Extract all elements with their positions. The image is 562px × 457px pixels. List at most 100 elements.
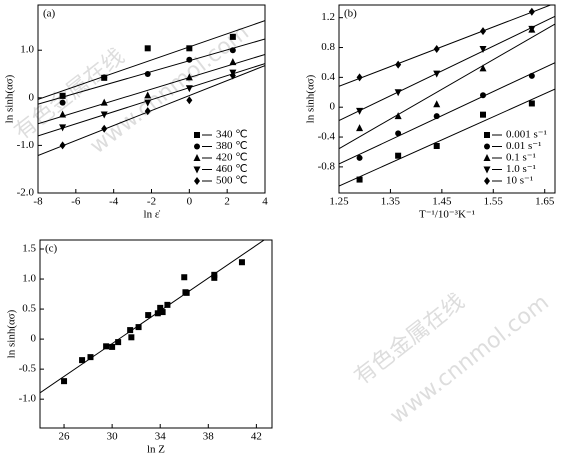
point [157,304,164,311]
x-tick-label: -4 [109,196,119,208]
y-tick-label: -1.0 [17,139,35,151]
x-tick-label: 1.35 [381,196,401,208]
point [211,274,218,281]
point [186,45,193,52]
x-tick-label: 1.65 [535,196,555,208]
x-tick-label: 4 [262,196,268,208]
y-axis-label: ln sinh(ασ) [305,74,317,123]
fit-line [40,240,265,394]
y-tick-label: 0.8 [321,41,335,53]
legend-label: 0.1 s⁻¹ [506,152,536,164]
legend-item: 0.01 s⁻¹ [492,140,541,152]
fit-line [339,23,555,150]
point [483,166,491,174]
point [395,130,402,137]
fit-line [339,5,552,87]
fit-line [38,63,265,137]
point [193,154,201,161]
point [61,378,68,385]
y-tick-label: -1.0 [19,393,37,405]
point [484,132,490,138]
x-tick-label: 26 [59,431,71,443]
x-tick-label: 1.45 [432,196,452,208]
y-tick-label: 1.0 [20,44,34,56]
fit-line [339,62,555,165]
point [127,327,134,334]
x-tick-label: -2 [147,196,156,208]
point [164,301,171,308]
legend-item: 380 ℃ [202,140,248,152]
legend-item: 10 s⁻¹ [492,175,533,187]
x-tick-label: 38 [203,431,215,443]
x-tick-label: -6 [71,196,81,208]
y-tick-label: -0.5 [19,363,37,375]
y-tick-label: -0.4 [318,131,336,143]
point [159,309,166,316]
point [479,64,487,72]
point [356,124,364,132]
point [193,166,201,174]
x-axis-label: ln Z [147,444,165,456]
legend-label: 1.0 s⁻¹ [506,163,536,175]
x-tick-label: 2 [224,196,230,208]
legend-item: 500 ℃ [202,175,248,187]
y-tick-label: 1.2 [321,11,335,23]
watermark: www.cnnmol.com [386,290,554,429]
plot-frame [338,4,556,194]
fit-line [38,53,265,125]
x-axis-label: ln ε̇ [144,209,161,221]
fit-line [38,38,265,105]
y-tick-label: 0.5 [22,303,36,315]
panel-label: (a) [43,8,56,20]
point [484,143,490,150]
point [79,357,86,364]
legend-item: 460 ℃ [202,163,248,175]
legend-label: 340 ℃ [216,129,248,141]
point [528,25,536,33]
point [395,152,402,159]
point [194,132,200,138]
point [356,154,363,161]
point [154,310,161,317]
point [59,92,66,99]
point [59,99,66,106]
panel-label: (c) [45,243,58,255]
x-tick-label: 30 [107,431,119,443]
point [229,33,236,40]
point [356,176,363,183]
point [144,45,151,52]
y-tick-label: -2.0 [17,187,35,199]
x-axis-label: T⁻¹/10⁻³K⁻¹ [419,209,475,221]
point [479,46,487,54]
point [128,334,135,341]
y-tick-label: 1.5 [22,243,36,255]
legend-label: 0.001 s⁻¹ [506,129,547,141]
y-tick-label: 0 [29,91,35,103]
x-tick-label: 34 [155,431,167,443]
point [87,354,94,361]
point [528,100,535,107]
point [181,274,188,281]
fit-line [339,15,555,122]
panel-label: (b) [344,8,357,20]
legend-label: 460 ℃ [216,163,248,175]
point [433,100,441,108]
point [135,324,142,331]
legend-label: 380 ℃ [216,140,248,152]
legend-item: 0.001 s⁻¹ [492,129,547,141]
legend-item: 340 ℃ [202,129,248,141]
x-tick-label: -8 [33,196,43,208]
point [238,259,245,266]
legend-label: 500 ℃ [216,175,248,187]
point [101,74,108,81]
y-tick-label: 0.4 [321,71,335,83]
point [194,143,200,150]
plot-frame [39,239,273,429]
point [480,111,486,118]
point [144,91,152,99]
y-tick-label: 0 [31,333,37,345]
fit-line [38,65,265,156]
y-axis-label: ln sinh(ασ) [4,74,16,123]
point [433,143,440,149]
